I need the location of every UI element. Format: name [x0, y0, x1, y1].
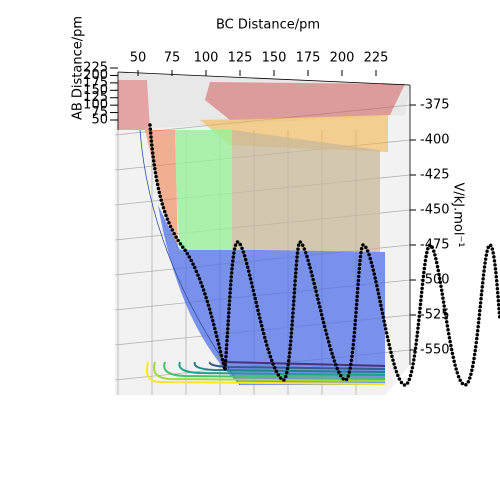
x-tick-label: 100	[194, 51, 219, 66]
x-axis-label: BC Distance/pm	[216, 18, 320, 33]
x-axis	[117, 71, 411, 86]
z-tick-label: -375	[420, 98, 450, 113]
y-tick-label: 100	[83, 98, 108, 113]
surface	[118, 80, 405, 386]
z-tick-label: -550	[420, 343, 450, 358]
z-tick-label: -500	[420, 273, 450, 288]
y-tick-label: 125	[83, 90, 108, 105]
y-tick-label: 200	[83, 68, 108, 83]
x-tick-label: 200	[330, 51, 355, 66]
y-axis-label: AB Distance/pm	[71, 16, 86, 120]
z-tick-label: -450	[420, 203, 450, 218]
x-tick-label: 150	[262, 51, 287, 66]
y-tick-label: 150	[83, 83, 108, 98]
z-tick-label: -475	[420, 238, 450, 253]
y-tick-label: 50	[91, 113, 108, 128]
z-tick-label: -400	[420, 133, 450, 148]
x-tick-label: 225	[364, 51, 389, 66]
x-tick-label: 50	[130, 51, 147, 66]
trajectory	[148, 123, 500, 387]
x-tick-label: 75	[164, 51, 181, 66]
x-tick-label: 125	[228, 51, 253, 66]
z-tick-label: -525	[420, 308, 450, 323]
y-tick-label: 175	[83, 75, 108, 90]
z-tick-label: -425	[420, 168, 450, 183]
x-tick-label: 175	[296, 51, 321, 66]
y-tick-label: 225	[83, 61, 108, 76]
z-axis-label: V/kJ.mol⁻¹	[451, 182, 466, 247]
y-tick-label: 75	[91, 105, 108, 120]
contours	[145, 361, 386, 385]
